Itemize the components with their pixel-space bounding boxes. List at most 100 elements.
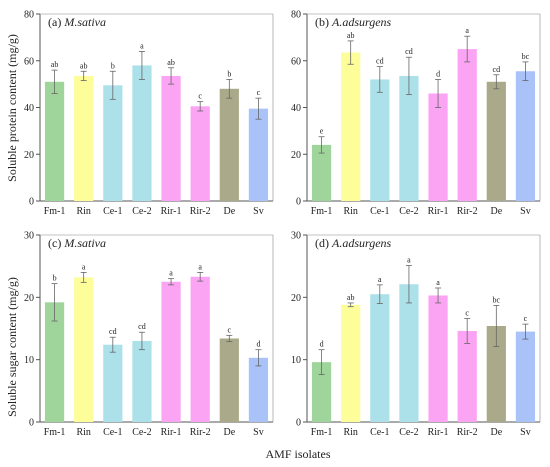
panel-a: 0 20 40 60 80 (a) M.sativa ab Fm-1 ab Rin b Ce-1 a Ce… [24, 10, 274, 217]
panel-letter: (d) [315, 236, 332, 250]
x-axis-title: AMF isolates [265, 447, 330, 461]
bar-Fm-1 [311, 144, 332, 201]
x-tick-label: Ce-2 [399, 206, 418, 217]
bar-Rir-1 [161, 281, 181, 422]
x-tick-label: De [490, 206, 502, 217]
x-tick-label: Rir-1 [161, 427, 182, 438]
x-tick-label: Sv [520, 206, 531, 217]
y-tick-label: 60 [24, 56, 34, 67]
y-tick-label: 30 [24, 231, 34, 242]
y-tick-label: 10 [291, 355, 301, 366]
panel-letter: (a) [48, 15, 64, 29]
x-tick-label: Ce-2 [132, 427, 151, 438]
bar-Sv [515, 331, 536, 422]
significance-label: a [198, 262, 202, 271]
bar-Ce-2 [399, 75, 419, 201]
significance-label: bc [493, 295, 501, 304]
x-tick-label: Ce-2 [132, 206, 151, 217]
y-tick-label: 0 [296, 197, 301, 208]
significance-label: a [378, 275, 382, 284]
x-tick-label: Rin [76, 206, 90, 217]
significance-label: d [256, 340, 260, 349]
panel-letter: (c) [48, 236, 64, 250]
significance-label: ab [167, 58, 175, 67]
x-tick-label: Sv [253, 206, 264, 217]
bar-Ce-2 [132, 65, 152, 201]
bar-Ce-1 [370, 79, 390, 201]
x-tick-label: Fm-1 [311, 427, 333, 438]
bar-Rir-2 [190, 276, 210, 422]
x-tick-label: Fm-1 [311, 206, 333, 217]
y-tick-label: 20 [291, 150, 301, 161]
panel-title: (d) A.adsurgens [315, 236, 392, 250]
x-tick-label: Ce-1 [103, 206, 122, 217]
bar-De [219, 338, 239, 422]
y-tick-label: 0 [29, 418, 34, 429]
significance-label: b [227, 69, 231, 78]
x-tick-label: De [223, 427, 235, 438]
bar-De [486, 81, 506, 201]
panel-title: (c) M.sativa [48, 236, 106, 250]
x-tick-label: Ce-1 [370, 427, 389, 438]
significance-label: b [53, 274, 57, 283]
x-tick-label: De [223, 206, 235, 217]
bar-Rin [74, 75, 94, 201]
panel-title: (b) A.adsurgens [315, 15, 392, 29]
x-tick-label: Rir-2 [190, 427, 211, 438]
y-tick-label: 60 [291, 56, 301, 67]
y-tick-label: 10 [24, 355, 34, 366]
panel-letter: (b) [315, 15, 332, 29]
y-tick-label: 80 [291, 10, 301, 21]
significance-label: a [169, 269, 173, 278]
significance-label: ab [347, 293, 355, 302]
bar-Ce-1 [103, 344, 123, 422]
significance-label: ab [80, 61, 88, 70]
bar-Rir-1 [428, 295, 448, 422]
significance-label: e [320, 127, 324, 136]
significance-label: a [407, 256, 411, 265]
bar-Sv [248, 357, 269, 422]
x-tick-label: Rir-1 [161, 206, 182, 217]
significance-label: a [140, 41, 144, 50]
panel-title: (a) M.sativa [48, 15, 106, 29]
significance-label: bc [522, 52, 530, 61]
significance-label: a [82, 262, 86, 271]
panel-species: M.sativa [63, 15, 106, 29]
x-tick-label: Rin [343, 206, 357, 217]
significance-label: c [228, 325, 232, 334]
x-tick-label: Rin [76, 427, 90, 438]
x-tick-label: De [490, 427, 502, 438]
significance-label: c [198, 92, 202, 101]
x-tick-label: Ce-1 [370, 206, 389, 217]
bar-De [486, 326, 506, 422]
bar-Ce-1 [103, 85, 123, 201]
significance-label: b [111, 61, 115, 70]
y-tick-label: 40 [291, 103, 301, 114]
x-tick-label: Fm-1 [44, 427, 66, 438]
bar-Rir-1 [428, 93, 448, 201]
bar-Rir-2 [457, 49, 477, 201]
bar-Fm-1 [44, 81, 65, 201]
significance-label: cd [493, 65, 501, 74]
bar-Ce-2 [132, 340, 152, 422]
panel-species: M.sativa [63, 236, 106, 250]
significance-label: a [465, 26, 469, 35]
y-tick-label: 20 [24, 293, 34, 304]
significance-label: cd [376, 57, 384, 66]
significance-label: cd [138, 322, 146, 331]
x-tick-label: Rin [343, 427, 357, 438]
x-tick-label: Rir-2 [457, 206, 478, 217]
x-tick-label: Ce-2 [399, 427, 418, 438]
x-tick-label: Rir-2 [457, 427, 478, 438]
significance-label: cd [405, 47, 413, 56]
panel-species: A.adsurgens [331, 236, 392, 250]
bar-Ce-1 [370, 294, 390, 422]
significance-label: a [436, 278, 440, 287]
y-tick-label: 0 [296, 418, 301, 429]
bar-Fm-1 [44, 302, 65, 422]
significance-label: ab [51, 60, 59, 69]
bar-Rin [74, 277, 94, 422]
x-tick-label: Sv [253, 427, 264, 438]
bar-Ce-2 [399, 284, 419, 422]
